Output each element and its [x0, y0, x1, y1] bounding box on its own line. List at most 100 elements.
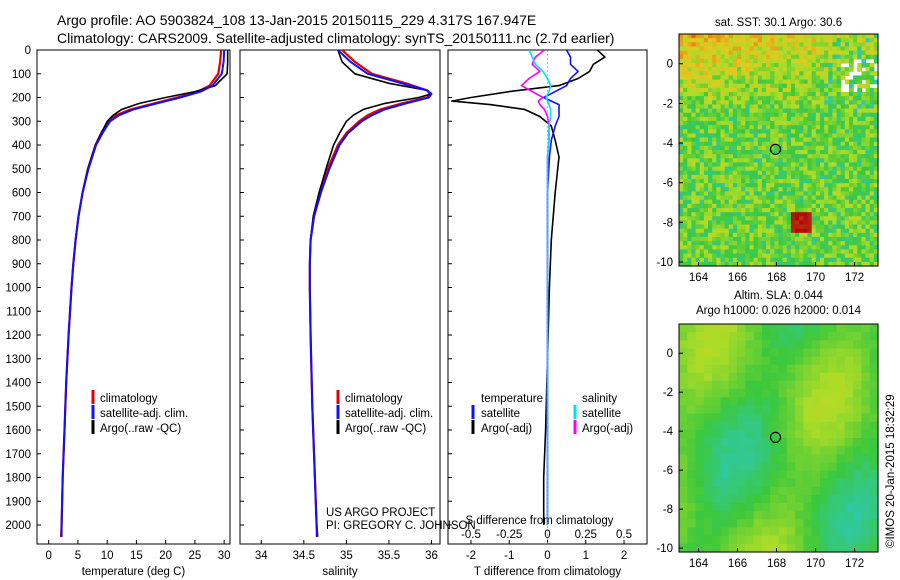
map-cell — [848, 141, 854, 147]
map-cell — [803, 195, 809, 201]
map-cell — [848, 79, 854, 85]
map-cell — [799, 63, 804, 68]
map-cell — [857, 125, 863, 130]
map-cell — [861, 183, 867, 188]
map-cell — [836, 413, 846, 423]
map-cell — [803, 158, 809, 164]
map-cell — [720, 462, 730, 472]
map-cell — [795, 527, 804, 537]
map-cell — [757, 154, 763, 159]
map-cell — [811, 389, 821, 398]
map-cell — [757, 170, 763, 176]
map-cell — [687, 150, 693, 155]
map-cell — [861, 116, 867, 122]
map-cell — [832, 154, 838, 159]
map-cell — [683, 150, 688, 155]
map-cell — [716, 245, 722, 251]
map-cell — [737, 199, 742, 205]
map-cell — [728, 245, 734, 251]
map-cell — [824, 100, 829, 106]
map-cell — [873, 170, 879, 176]
map-cell — [708, 208, 713, 213]
map-cell — [840, 50, 846, 56]
map-cell — [741, 71, 746, 77]
map-cell — [819, 220, 825, 226]
map-cell — [836, 535, 846, 545]
map-cell — [811, 241, 817, 246]
map-cell — [712, 340, 722, 350]
map-cell — [840, 253, 846, 259]
map-cell — [770, 348, 780, 358]
map-cell — [703, 241, 709, 246]
map-cell — [712, 413, 722, 423]
map-cell — [782, 183, 788, 188]
map-cell — [869, 486, 879, 496]
map-cell — [703, 104, 709, 110]
map-cell — [753, 253, 759, 259]
map-cell — [786, 495, 796, 504]
map-cell — [807, 232, 813, 238]
map-cell — [757, 220, 763, 226]
map-cell — [832, 174, 838, 180]
map-cell — [824, 199, 829, 205]
map-cell — [832, 141, 838, 147]
map-cell — [774, 216, 780, 222]
map-cell — [699, 100, 705, 106]
map-cell — [720, 34, 726, 39]
map-cell — [716, 224, 722, 230]
map-cell — [828, 216, 833, 222]
map-cell — [753, 38, 759, 43]
map-cell — [737, 50, 742, 56]
map-cell — [836, 125, 842, 130]
map-cell — [683, 183, 688, 188]
map-cell — [799, 170, 804, 176]
gT-frame — [36, 49, 231, 545]
map-cell — [766, 203, 771, 209]
map-cell — [836, 158, 842, 164]
map-cell — [865, 108, 871, 114]
map-cell — [728, 187, 734, 193]
map-cell — [807, 96, 813, 101]
map-cell — [683, 137, 688, 143]
map-cell — [786, 241, 792, 246]
map-cell — [795, 195, 800, 201]
map-cell — [687, 191, 693, 197]
map-cell — [695, 199, 701, 205]
map-cell — [699, 170, 705, 176]
map-cell — [844, 348, 854, 358]
map-cell — [853, 92, 858, 97]
map-cell — [778, 129, 784, 135]
map-cell — [861, 137, 867, 143]
map-cell — [728, 141, 734, 147]
map-cell — [807, 63, 813, 68]
map-cell — [774, 100, 780, 106]
map-cell — [695, 421, 705, 431]
map-cell — [728, 364, 738, 374]
map-cell — [786, 191, 792, 197]
map-cell — [844, 79, 850, 85]
map-cell — [861, 104, 867, 110]
map-cell — [848, 125, 854, 130]
map-cell — [778, 67, 784, 72]
map-cell — [836, 154, 842, 159]
map-cell — [807, 162, 813, 168]
map-cell — [844, 212, 850, 217]
map-cell — [732, 54, 738, 60]
map-cell — [716, 92, 722, 97]
map-cell — [712, 58, 717, 64]
map-cell — [786, 237, 792, 242]
map-cell — [853, 372, 863, 382]
map-cell — [703, 429, 713, 439]
map-cell — [749, 96, 755, 101]
map-cell — [824, 166, 829, 172]
map-cell — [691, 174, 697, 180]
map-cell — [679, 348, 688, 358]
xtick-label-4: 36 — [425, 550, 438, 562]
map-cell — [708, 121, 713, 126]
map-cell — [728, 405, 738, 415]
map-cell — [695, 46, 701, 52]
map-cell — [811, 38, 817, 43]
map-cell — [815, 245, 821, 251]
map-cell — [749, 220, 755, 226]
map-cell — [778, 150, 784, 155]
